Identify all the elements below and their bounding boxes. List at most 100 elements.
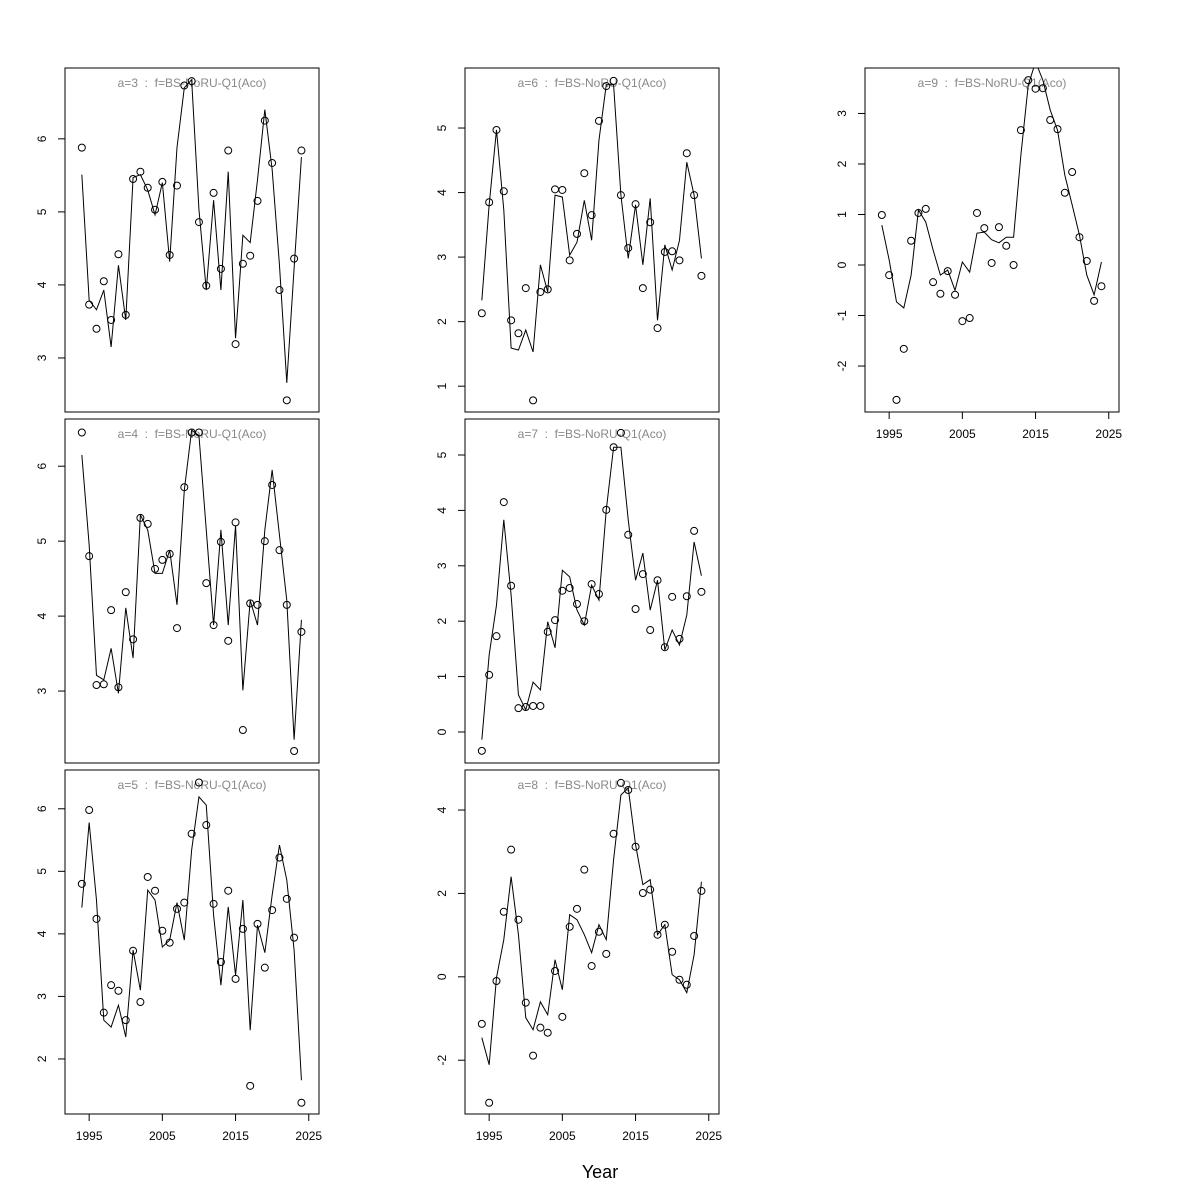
data-point <box>638 284 647 293</box>
x-tick-label: 1995 <box>476 1129 503 1143</box>
data-point <box>77 143 86 152</box>
fit-line <box>481 786 702 1065</box>
data-point <box>492 632 501 641</box>
data-point <box>297 146 306 155</box>
y-tick-label: 6 <box>35 463 49 470</box>
data-point <box>246 251 255 260</box>
data-point <box>297 627 306 636</box>
data-point <box>158 926 167 935</box>
y-tick-label: 5 <box>435 451 449 458</box>
data-point <box>558 586 567 595</box>
panel: a=9 : f=BS-NoRU-Q1(Aco) -2 -1 0 1 2 3 1995 2005 2… <box>835 67 1122 441</box>
fit-line <box>81 429 302 740</box>
data-point <box>216 958 225 967</box>
data-point <box>624 530 633 539</box>
data-point <box>231 974 240 983</box>
data-point <box>536 1023 545 1032</box>
data-point <box>690 931 699 940</box>
data-point <box>151 886 160 895</box>
panel-title: a=8 : f=BS-NoRU-Q1(Aco) <box>518 778 667 792</box>
data-point <box>697 587 706 596</box>
data-point <box>507 316 516 325</box>
panel-title: a=9 : f=BS-NoRU-Q1(Aco) <box>918 76 1067 90</box>
data-point <box>572 600 581 609</box>
data-point <box>282 396 291 405</box>
data-point <box>572 904 581 913</box>
data-point <box>1097 282 1106 291</box>
data-point <box>238 924 247 933</box>
data-point <box>216 537 225 546</box>
data-point <box>521 284 530 293</box>
y-tick-label: 1 <box>435 673 449 680</box>
data-point <box>107 606 116 615</box>
data-point <box>580 865 589 874</box>
data-point <box>697 886 706 895</box>
data-point <box>899 344 908 353</box>
data-point <box>121 1016 130 1025</box>
data-point <box>268 158 277 167</box>
data-point <box>631 605 640 614</box>
y-tick-label: 2 <box>435 318 449 325</box>
data-point <box>921 204 930 213</box>
data-point <box>638 889 647 898</box>
data-point <box>275 853 284 862</box>
data-point <box>565 256 574 265</box>
data-point <box>85 806 94 815</box>
data-point <box>143 872 152 881</box>
y-tick-label: 6 <box>35 805 49 812</box>
data-point <box>92 914 101 923</box>
data-point <box>616 428 625 437</box>
data-point <box>565 583 574 592</box>
x-tick-label: 2015 <box>222 1129 249 1143</box>
data-point <box>943 267 952 276</box>
data-point <box>987 258 996 267</box>
data-point <box>485 1098 494 1107</box>
data-point <box>892 395 901 404</box>
data-point <box>624 786 633 795</box>
data-point <box>690 526 699 535</box>
data-point <box>499 187 508 196</box>
x-tick-label: 2015 <box>622 1129 649 1143</box>
data-point <box>231 340 240 349</box>
data-point <box>668 947 677 956</box>
fit-line <box>881 68 1102 309</box>
data-point <box>624 244 633 253</box>
y-tick-label: 2 <box>435 618 449 625</box>
data-point <box>1002 241 1011 250</box>
x-tick-label: 2005 <box>949 427 976 441</box>
data-point <box>668 247 677 256</box>
data-point <box>929 278 938 287</box>
data-point <box>268 480 277 489</box>
fit-line <box>481 84 702 353</box>
data-point <box>202 579 211 588</box>
data-point <box>653 324 662 333</box>
data-point <box>697 271 706 280</box>
data-point <box>529 1051 538 1060</box>
panel-frame <box>464 769 720 1115</box>
y-tick-label: 2 <box>435 890 449 897</box>
data-point <box>107 981 116 990</box>
y-tick-label: 5 <box>435 124 449 131</box>
data-point <box>187 829 196 838</box>
data-point <box>158 555 167 564</box>
data-point <box>514 329 523 338</box>
data-point <box>224 886 233 895</box>
data-point <box>499 907 508 916</box>
fit-line <box>81 795 302 1081</box>
data-point <box>224 146 233 155</box>
data-point <box>668 592 677 601</box>
data-point <box>587 961 596 970</box>
y-tick-label: 5 <box>35 868 49 875</box>
data-point <box>172 904 181 913</box>
data-point <box>114 250 123 259</box>
panel: a=8 : f=BS-NoRU-Q1(Aco) -2 0 2 4 1995 2005 2015… <box>435 769 722 1143</box>
data-point <box>682 980 691 989</box>
data-point <box>660 920 669 929</box>
y-tick-label: 2 <box>835 160 849 167</box>
data-point <box>551 966 560 975</box>
y-tick-label: 4 <box>435 507 449 514</box>
panel-frame <box>64 418 320 764</box>
y-tick-label: -2 <box>435 1055 449 1066</box>
